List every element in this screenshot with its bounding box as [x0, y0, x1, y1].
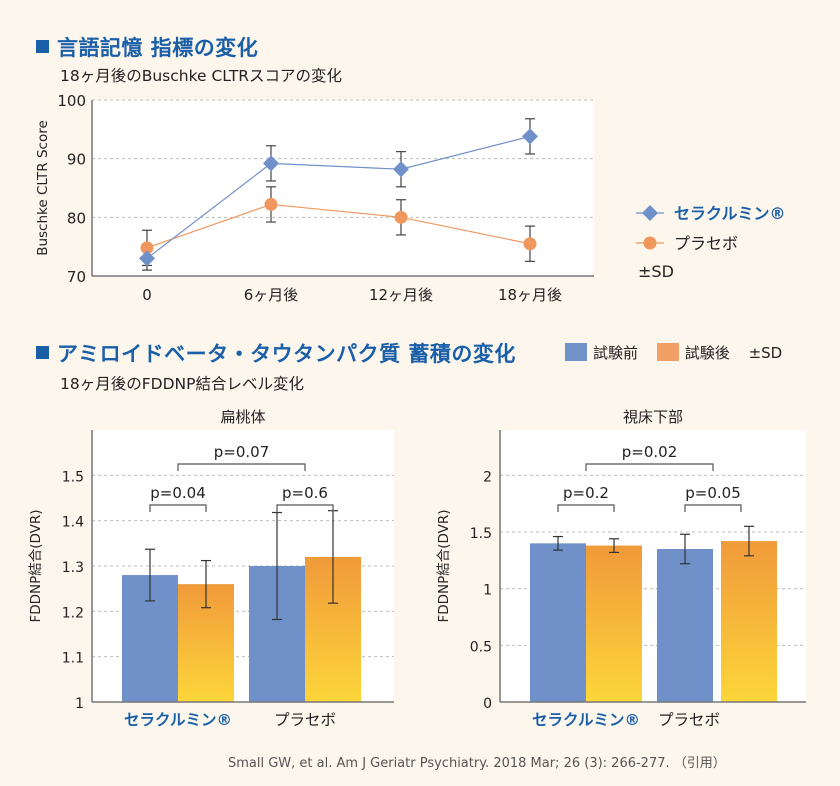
legend-item-before: 試験前	[565, 343, 639, 362]
y-tick-label: 1	[75, 696, 84, 712]
significance-bracket	[585, 463, 714, 471]
y-tick-label: 1.2	[62, 605, 84, 621]
y-axis-label: FDDNP結合(DVR)	[28, 509, 44, 622]
data-point-circle	[264, 197, 278, 211]
legend-circle-icon	[643, 236, 657, 250]
legend-sd: ±SD	[638, 262, 674, 281]
significance-bracket	[276, 504, 334, 512]
significance-bracket	[684, 504, 742, 512]
y-tick-label: 0.5	[470, 639, 492, 655]
x-category-label: プラセボ	[658, 711, 720, 729]
section2-title: アミロイドベータ・タウタンパク質 蓄積の変化	[36, 338, 516, 368]
chart-title: 視床下部	[623, 408, 683, 426]
legend-item-after: 試験後	[656, 343, 730, 362]
bar-legend: 試験前 試験後 ±SD	[565, 342, 782, 363]
legend-label-after: 試験後	[684, 344, 730, 362]
bar-after	[586, 545, 642, 702]
line-chart: 70 80 90 100 0 6ヶ月後 12ヶ月後 18ヶ月後 Buschke CLTR Sco…	[35, 92, 786, 304]
legend-label-before: 試験前	[593, 344, 639, 362]
y-axis-label: Buschke CLTR Score	[35, 120, 51, 256]
y-tick-label: 1.3	[62, 560, 84, 576]
x-tick-label: 12ヶ月後	[369, 286, 433, 304]
data-point-circle	[394, 210, 408, 224]
data-point-diamond	[139, 250, 155, 267]
x-tick-label: 18ヶ月後	[498, 286, 562, 304]
plot-area	[92, 100, 594, 276]
y-tick-label: 1	[483, 583, 492, 599]
significance-bracket	[149, 504, 207, 512]
y-axis-label: FDDNP結合(DVR)	[436, 509, 452, 622]
p-value-label: p=0.07	[214, 443, 270, 461]
y-tick-label: 1.5	[470, 526, 492, 542]
y-tick-label: 100	[57, 92, 86, 110]
data-point-circle	[140, 241, 154, 255]
data-point-diamond	[263, 155, 279, 172]
section1-title-text: 言語記憶 指標の変化	[57, 36, 259, 60]
x-category-label: プラセボ	[274, 711, 336, 729]
bar-before	[530, 543, 586, 702]
section2-title-text: アミロイドベータ・タウタンパク質 蓄積の変化	[57, 342, 516, 366]
x-category-label: セラクルミン®	[532, 711, 640, 729]
y-tick-label: 0	[483, 696, 492, 712]
legend-diamond-icon	[642, 205, 658, 221]
y-tick-label: 1.4	[62, 515, 84, 531]
legend-swatch-orange	[656, 343, 679, 361]
p-value-label: p=0.05	[685, 484, 741, 502]
p-value-label: p=0.2	[563, 484, 609, 502]
y-tick-label: 70	[67, 268, 86, 286]
p-value-label: p=0.02	[622, 443, 678, 461]
legend-swatch-blue	[565, 343, 587, 361]
data-point-diamond	[393, 161, 409, 178]
p-value-label: p=0.04	[150, 484, 206, 502]
reference-citation: Small GW, et al. Am J Geriatr Psychiatry…	[228, 756, 726, 771]
bar-chart-hypothalamus: 視床下部 0 0.5 1 1.5 2 FDDNP結合(DVR) セラクルミン® プラセボ p=0.…	[436, 408, 806, 729]
bar-chart-amygdala: 扁桃体 1 1.1 1.2 1.3 1.4 1.5 FDDNP結合(DVR) セラクルミン® プラ…	[28, 408, 394, 729]
square-bullet-icon	[36, 346, 49, 359]
legend-label-placebo: プラセボ	[674, 234, 738, 253]
chart-title: 扁桃体	[220, 408, 265, 426]
series-line-seraculmin	[146, 135, 531, 259]
section2-subtitle: 18ヶ月後のFDDNP結合レベル変化	[60, 375, 304, 393]
square-bullet-icon	[36, 40, 49, 53]
bar-after	[721, 541, 777, 702]
bar-before	[657, 549, 713, 702]
series-line-placebo	[146, 203, 531, 249]
data-point-circle	[523, 237, 537, 251]
significance-bracket	[557, 504, 615, 512]
data-point-diamond	[522, 128, 538, 145]
y-tick-label: 80	[67, 209, 86, 227]
x-tick-label: 0	[142, 286, 152, 304]
x-category-label: セラクルミン®	[124, 711, 232, 729]
p-value-label: p=0.6	[282, 484, 328, 502]
section1-title: 言語記憶 指標の変化	[36, 32, 258, 62]
section1-subtitle: 18ヶ月後のBuschke CLTRスコアの変化	[60, 67, 343, 85]
significance-bracket	[177, 463, 306, 471]
y-tick-label: 2	[483, 469, 492, 485]
y-tick-label: 90	[67, 151, 86, 169]
legend-sd: ±SD	[748, 344, 783, 362]
x-tick-label: 6ヶ月後	[244, 286, 299, 304]
legend-label-seraculmin: セラクルミン®	[674, 204, 786, 223]
y-tick-label: 1.5	[62, 469, 84, 485]
y-tick-label: 1.1	[62, 651, 84, 667]
